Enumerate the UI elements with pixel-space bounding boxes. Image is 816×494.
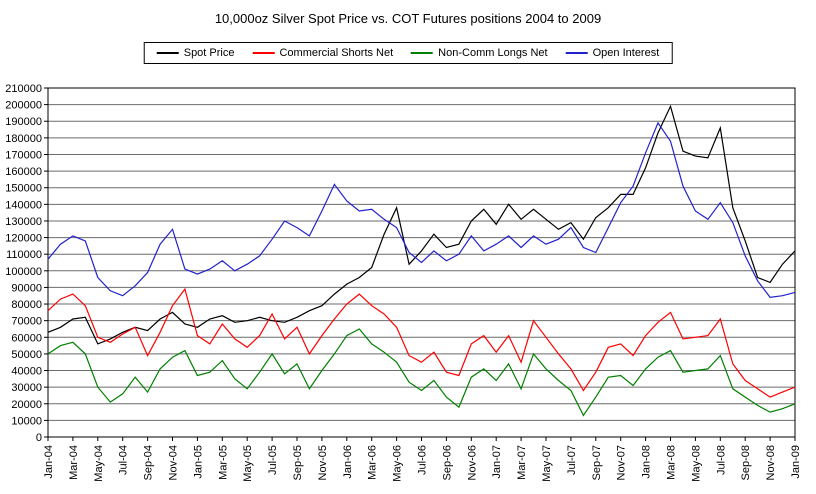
chart-title: 10,000oz Silver Spot Price vs. COT Futur… xyxy=(214,11,602,26)
x-tick-label: May-04 xyxy=(93,445,105,482)
legend-label-commercial-shorts-net: Commercial Shorts Net xyxy=(279,47,394,59)
series-line-non-comm-longs-net xyxy=(47,328,796,417)
x-tick-label: Nov-06 xyxy=(466,445,478,480)
line-sample-commercial-shorts-icon xyxy=(252,52,275,54)
y-tick-label: 0 xyxy=(36,432,42,444)
x-tick-label: Jul-04 xyxy=(118,445,130,475)
y-tick-label: 160000 xyxy=(5,166,42,178)
y-tick-label: 60000 xyxy=(11,332,42,344)
x-tick-label: Sep-06 xyxy=(441,445,453,480)
x-tick-label: May-06 xyxy=(392,445,404,482)
y-tick-label: 120000 xyxy=(5,233,42,245)
legend: Spot Price Commercial Shorts Net Non-Com… xyxy=(143,42,673,64)
x-tick-label: Mar-05 xyxy=(217,445,229,480)
legend-item-open-interest: Open Interest xyxy=(565,47,660,59)
line-sample-open-interest-icon xyxy=(565,52,588,54)
y-tick-label: 20000 xyxy=(11,399,42,411)
series-line-spot-price xyxy=(47,104,796,345)
y-tick-label: 150000 xyxy=(5,183,42,195)
legend-item-non-comm-longs-net: Non-Comm Longs Net xyxy=(411,47,548,59)
x-tick-label: Sep-08 xyxy=(740,445,752,480)
line-sample-non-comm-longs-icon xyxy=(411,52,434,54)
x-tick-label: Jan-08 xyxy=(641,445,653,479)
x-tick-label: Nov-04 xyxy=(168,445,180,480)
legend-label-open-interest: Open Interest xyxy=(592,47,660,59)
x-tick-label: Jan-07 xyxy=(491,445,503,479)
legend-item-commercial-shorts-net: Commercial Shorts Net xyxy=(252,47,393,59)
y-tick-label: 180000 xyxy=(5,133,42,145)
x-tick-label: Jul-07 xyxy=(566,445,578,475)
x-tick-label: May-07 xyxy=(541,445,553,482)
y-tick-label: 210000 xyxy=(5,83,42,95)
y-tick-label: 190000 xyxy=(5,116,42,128)
y-tick-label: 90000 xyxy=(11,282,42,294)
x-tick-label: May-08 xyxy=(690,445,702,482)
x-tick-label: Mar-08 xyxy=(666,445,678,480)
y-tick-label: 130000 xyxy=(5,216,42,228)
y-tick-label: 170000 xyxy=(5,149,42,161)
x-tick-label: Nov-05 xyxy=(317,445,329,480)
x-tick-label: May-05 xyxy=(242,445,254,482)
y-tick-label: 110000 xyxy=(6,249,42,261)
x-tick-label: Jan-09 xyxy=(790,445,802,479)
y-tick-label: 40000 xyxy=(11,366,42,378)
x-tick-label: Mar-07 xyxy=(516,445,528,480)
y-tick-label: 30000 xyxy=(11,382,42,394)
legend-label-spot-price: Spot Price xyxy=(183,47,235,59)
x-tick-label: Sep-07 xyxy=(591,445,603,480)
line-sample-spot-price-icon xyxy=(156,52,179,54)
x-tick-label: Jul-08 xyxy=(715,445,727,475)
x-tick-label: Sep-04 xyxy=(143,445,155,480)
x-tick-label: Jul-05 xyxy=(267,445,279,475)
x-tick-label: Mar-04 xyxy=(68,445,80,480)
series-line-open-interest xyxy=(47,121,796,299)
y-tick-label: 70000 xyxy=(11,316,42,328)
legend-label-non-comm-longs-net: Non-Comm Longs Net xyxy=(438,47,548,59)
y-tick-label: 50000 xyxy=(11,349,42,361)
x-tick-label: Jan-05 xyxy=(192,445,204,479)
x-tick-label: Jan-06 xyxy=(342,445,354,479)
x-tick-label: Mar-06 xyxy=(367,445,379,480)
y-tick-label: 80000 xyxy=(11,299,42,311)
x-tick-label: Nov-07 xyxy=(616,445,628,480)
x-tick-label: Nov-08 xyxy=(765,445,777,480)
x-tick-label: Sep-05 xyxy=(292,445,304,480)
series-line-commercial-shorts-net xyxy=(47,287,796,398)
y-tick-label: 100000 xyxy=(5,266,42,278)
x-tick-label: Jan-04 xyxy=(43,445,55,479)
y-tick-label: 10000 xyxy=(11,415,42,427)
y-tick-label: 140000 xyxy=(5,199,42,211)
y-tick-label: 200000 xyxy=(5,100,42,112)
x-tick-label: Jul-06 xyxy=(417,445,429,475)
legend-item-spot-price: Spot Price xyxy=(156,47,235,59)
